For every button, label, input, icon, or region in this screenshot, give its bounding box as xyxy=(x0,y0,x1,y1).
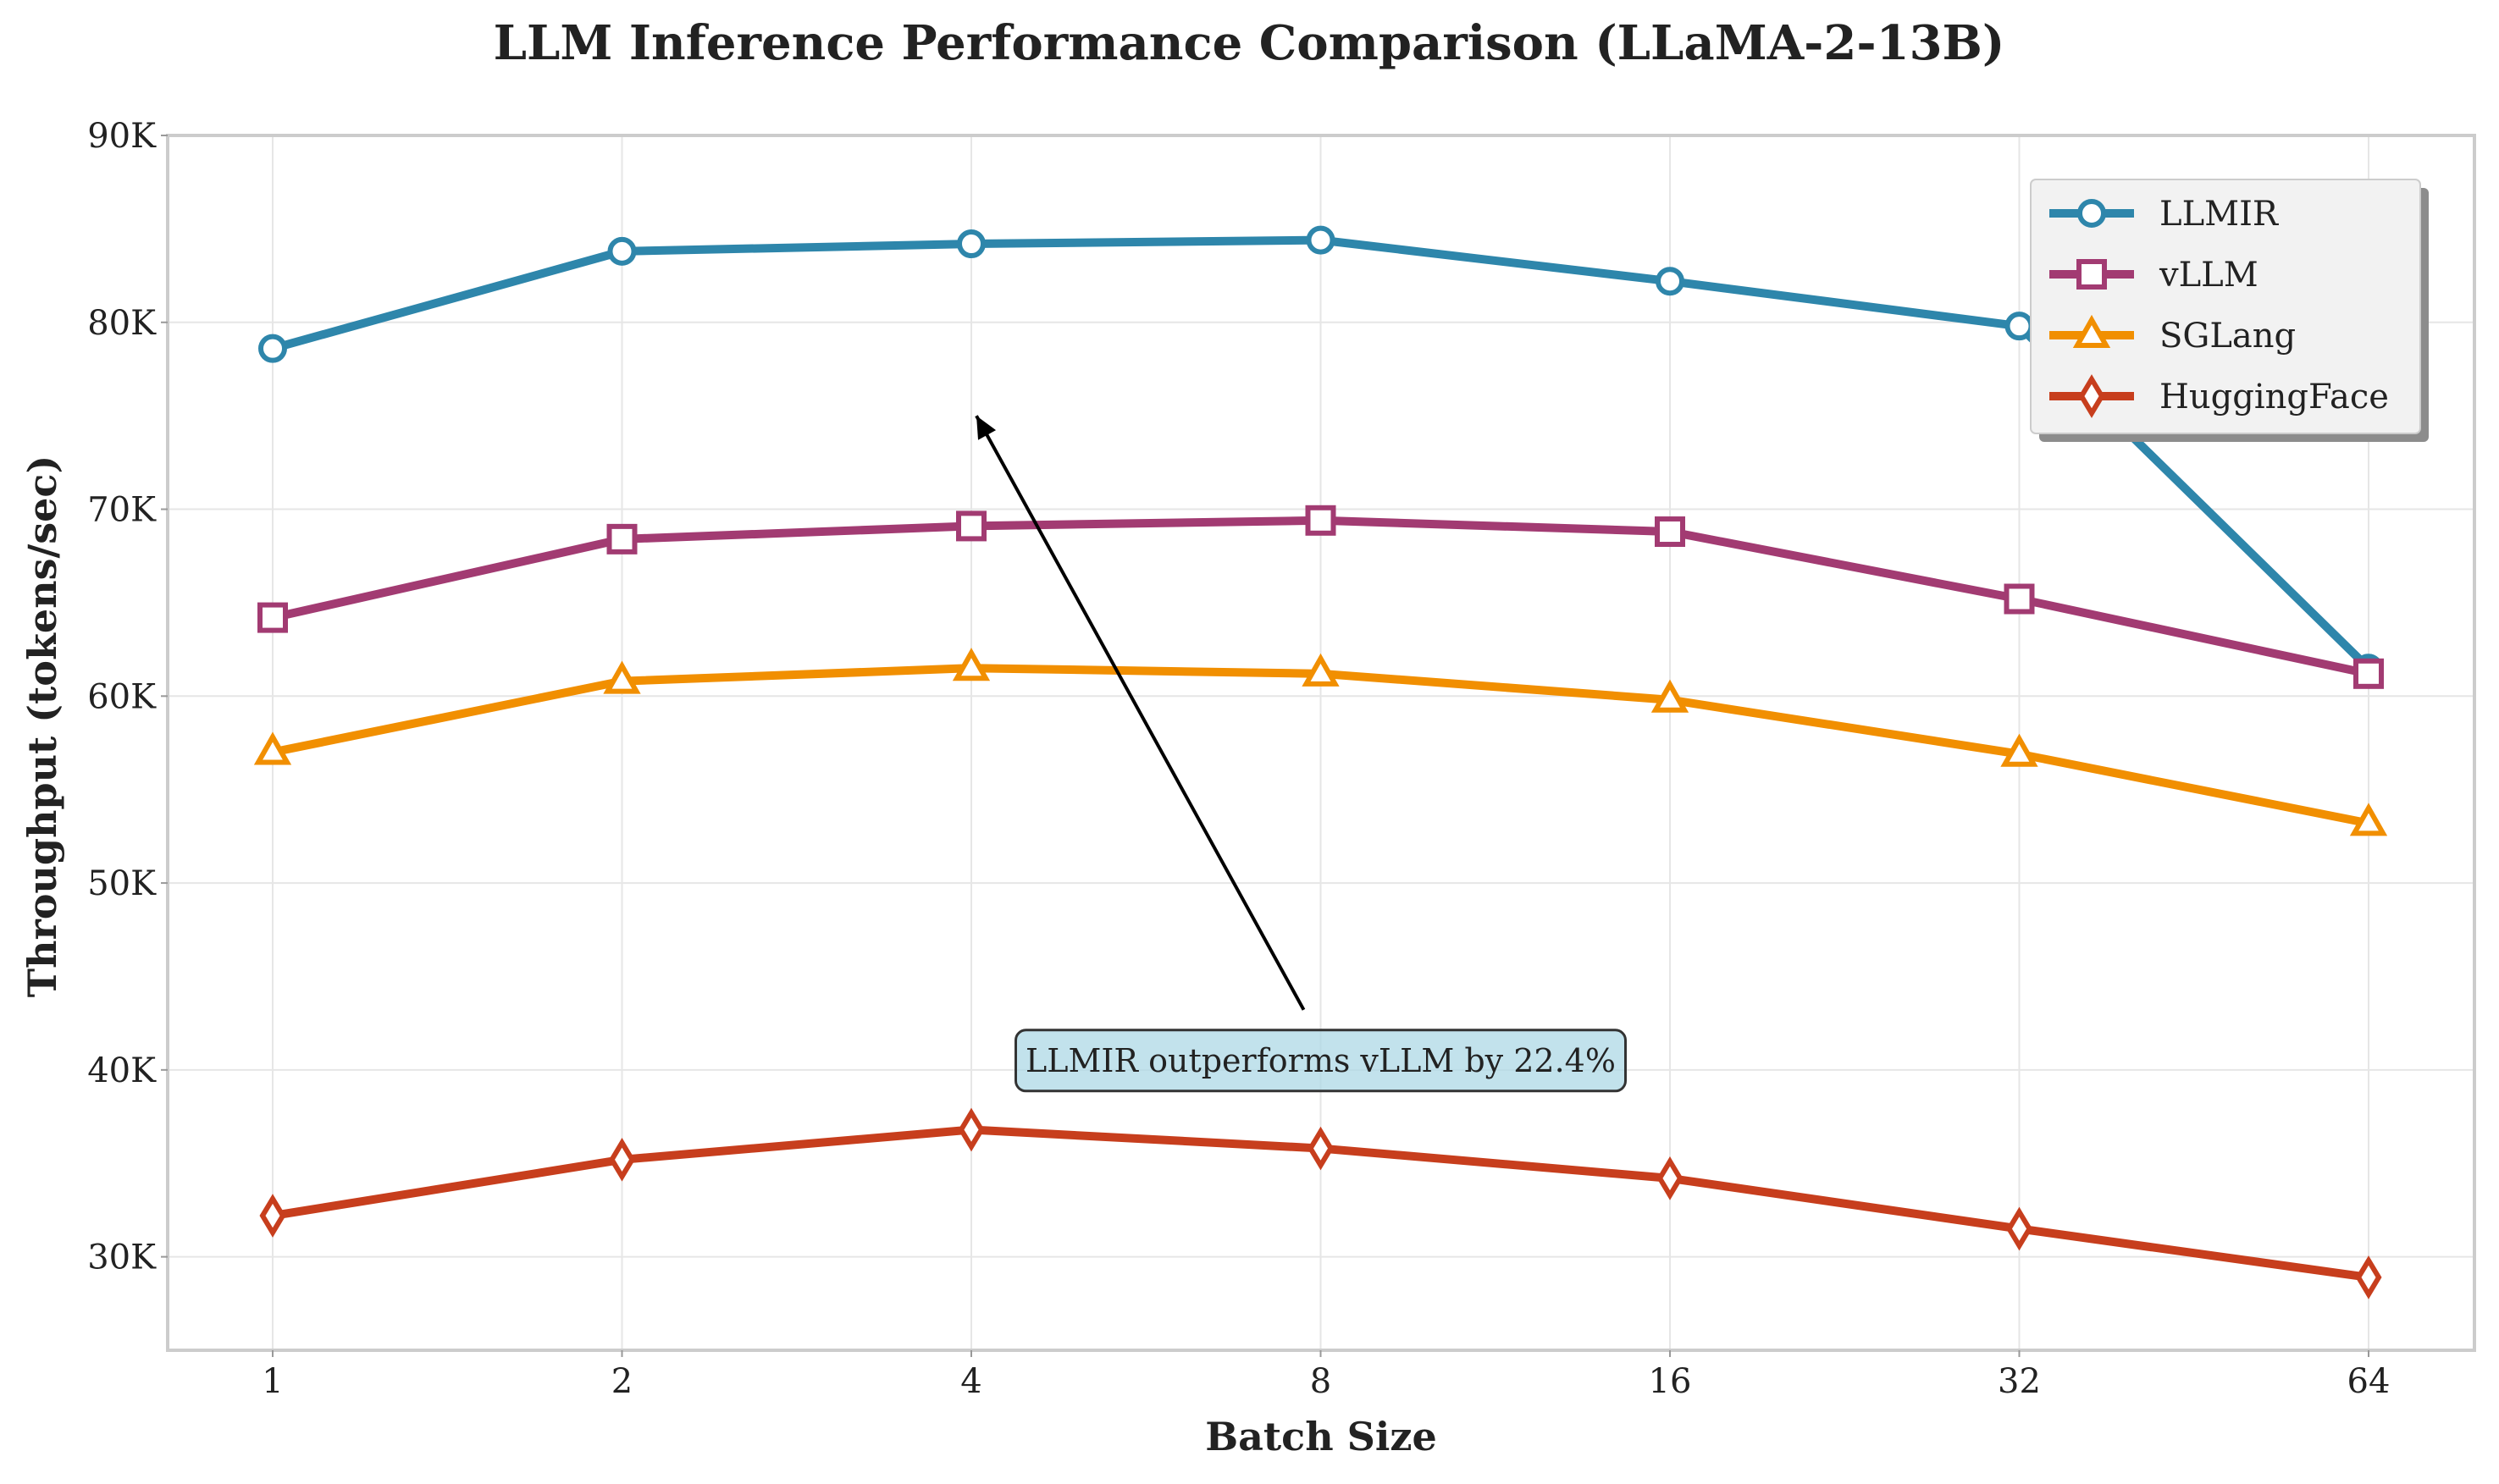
legend-marker-vllm xyxy=(2076,259,2107,290)
x-tick-label: 32 xyxy=(1998,1362,2041,1401)
data-point-sglang xyxy=(952,648,991,681)
data-point-sglang xyxy=(603,660,641,694)
legend-label-vllm: vLLM xyxy=(2159,256,2258,295)
data-point-llmir xyxy=(1656,267,1684,296)
data-point-sglang xyxy=(2349,803,2388,836)
x-tick-label: 2 xyxy=(611,1362,633,1401)
x-tick-label: 64 xyxy=(2347,1362,2391,1401)
data-point-vllm xyxy=(2004,583,2035,615)
data-point-sglang xyxy=(1650,679,1689,713)
data-point-huggingface xyxy=(958,1107,985,1152)
series-huggingface xyxy=(259,1107,2382,1299)
x-tick-label: 1 xyxy=(262,1362,283,1401)
legend-box xyxy=(2030,179,2421,434)
series-group xyxy=(253,225,2388,1299)
data-point-vllm xyxy=(2353,658,2384,689)
data-point-huggingface xyxy=(2355,1255,2382,1299)
x-axis: 1 2 4 8 16 32 64 xyxy=(262,1350,2390,1401)
data-point-huggingface xyxy=(2006,1206,2032,1251)
data-point-sglang xyxy=(1302,653,1340,687)
y-tick-label: 50K xyxy=(87,864,157,903)
y-tick-label: 90K xyxy=(87,117,157,156)
legend-item-sglang: SGLang xyxy=(2049,314,2296,356)
data-point-huggingface xyxy=(609,1137,635,1182)
data-point-sglang xyxy=(2000,733,2038,767)
y-tick-label: 60K xyxy=(87,677,157,716)
legend-label-llmir: LLMIR xyxy=(2159,195,2280,234)
data-point-llmir xyxy=(957,229,986,259)
annotation: LLMIR outperforms vLLM by 22.4% xyxy=(975,415,1627,1093)
data-point-llmir xyxy=(258,334,287,363)
data-point-llmir xyxy=(2004,312,2034,341)
y-tick-label: 70K xyxy=(87,491,157,530)
legend-marker-llmir xyxy=(2077,199,2106,228)
chart-title: LLM Inference Performance Comparison (LL… xyxy=(494,15,2005,71)
x-axis-label: Batch Size xyxy=(1205,1414,1436,1459)
y-axis-label: Throughput (tokens/sec) xyxy=(19,455,65,997)
annotation-arrowhead xyxy=(976,416,997,440)
y-tick-label: 40K xyxy=(87,1051,157,1090)
legend-item-huggingface: HuggingFace xyxy=(2049,374,2389,418)
legend-marker-huggingface xyxy=(2078,374,2105,418)
x-tick-label: 4 xyxy=(960,1362,981,1401)
data-point-huggingface xyxy=(1308,1126,1334,1171)
annotation-box xyxy=(1015,1029,1627,1093)
series-vllm xyxy=(257,505,2384,689)
legend-label-sglang: SGLang xyxy=(2159,317,2296,356)
legend-label-huggingface: HuggingFace xyxy=(2159,378,2389,417)
y-tick-label: 80K xyxy=(87,304,157,343)
series-sglang xyxy=(253,648,2388,836)
data-point-llmir xyxy=(607,236,637,266)
data-point-sglang xyxy=(253,731,292,765)
data-point-vllm xyxy=(257,602,288,633)
legend-marker-sglang xyxy=(2072,314,2111,348)
legend-item-llmir: LLMIR xyxy=(2049,195,2280,234)
y-axis: 30K 40K 50K 60K 70K 80K 90K xyxy=(87,117,168,1277)
x-tick-label: 8 xyxy=(1310,1362,1331,1401)
data-point-huggingface xyxy=(259,1194,286,1238)
x-tick-label: 16 xyxy=(1649,1362,1692,1401)
y-tick-label: 30K xyxy=(87,1239,157,1277)
data-point-huggingface xyxy=(1656,1156,1684,1200)
data-point-vllm xyxy=(956,510,987,542)
annotation-text: LLMIR outperforms vLLM by 22.4% xyxy=(1026,1042,1616,1079)
data-point-vllm xyxy=(1305,505,1336,536)
data-point-llmir xyxy=(1306,225,1335,255)
annotation-arrow xyxy=(975,415,1306,1011)
legend-item-vllm: vLLM xyxy=(2049,256,2258,295)
data-point-vllm xyxy=(1655,516,1685,548)
legend: LLMIR vLLM SGLang HuggingFace xyxy=(2030,179,2429,442)
data-point-vllm xyxy=(606,523,638,554)
